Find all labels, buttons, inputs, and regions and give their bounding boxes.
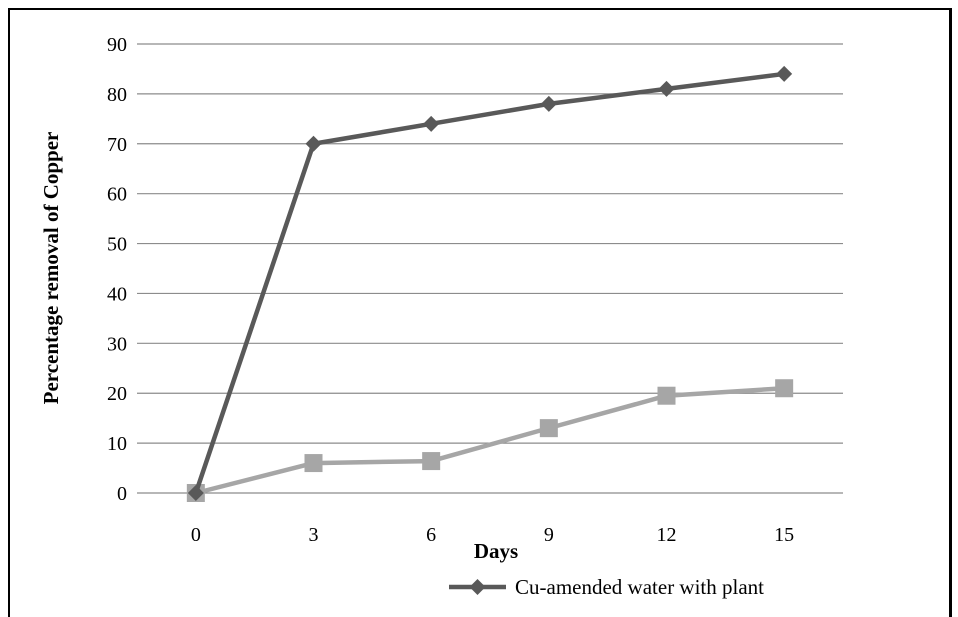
- y-axis-title: Percentage removal of Copper: [39, 132, 63, 405]
- data-point-diamond: [187, 485, 204, 501]
- data-point-square: [422, 452, 441, 471]
- data-point-square: [775, 379, 794, 398]
- series-layer: [186, 65, 794, 502]
- y-tick-labels: 0 10 20 30 40 50 60 70 80 90: [107, 34, 127, 505]
- series-2: [186, 379, 794, 502]
- y-tick-label: 80: [107, 84, 127, 106]
- y-tick-label: 0: [117, 483, 127, 505]
- x-tick-labels: 0 3 6 9 12 15: [191, 524, 794, 546]
- x-tick-label: 9: [544, 524, 554, 546]
- y-tick-label: 90: [107, 34, 127, 56]
- y-tick-label: 60: [107, 184, 127, 206]
- legend: Cu-amended water with plant: [449, 575, 764, 599]
- y-tick-label: 70: [107, 134, 127, 156]
- gridlines: [137, 43, 843, 494]
- x-tick-label: 12: [657, 524, 677, 546]
- data-point-square: [539, 419, 558, 438]
- series-line: [195, 385, 785, 496]
- y-tick-label: 50: [107, 234, 127, 256]
- y-tick-label: 10: [107, 433, 127, 455]
- data-point-square: [304, 454, 323, 473]
- series-1: [187, 65, 793, 501]
- x-tick-label: 15: [774, 524, 794, 546]
- data-point-diamond: [776, 65, 793, 82]
- data-point-diamond: [305, 135, 322, 152]
- x-tick-label: 6: [426, 524, 436, 546]
- legend-marker-diamond: [469, 579, 486, 595]
- x-tick-label: 3: [309, 524, 319, 546]
- chart-frame: [8, 8, 952, 617]
- y-tick-label: 40: [107, 283, 127, 305]
- legend-entry-label: Cu-amended water with plant: [515, 575, 764, 599]
- series-line: [193, 71, 785, 494]
- x-tick-label: 0: [191, 524, 201, 546]
- x-axis-title: Days: [474, 539, 518, 563]
- data-point-square: [657, 386, 676, 405]
- data-point-diamond: [658, 80, 675, 97]
- data-point-diamond: [540, 95, 557, 112]
- y-tick-label: 30: [107, 333, 127, 355]
- data-point-diamond: [423, 115, 440, 132]
- y-tick-label: 20: [107, 383, 127, 405]
